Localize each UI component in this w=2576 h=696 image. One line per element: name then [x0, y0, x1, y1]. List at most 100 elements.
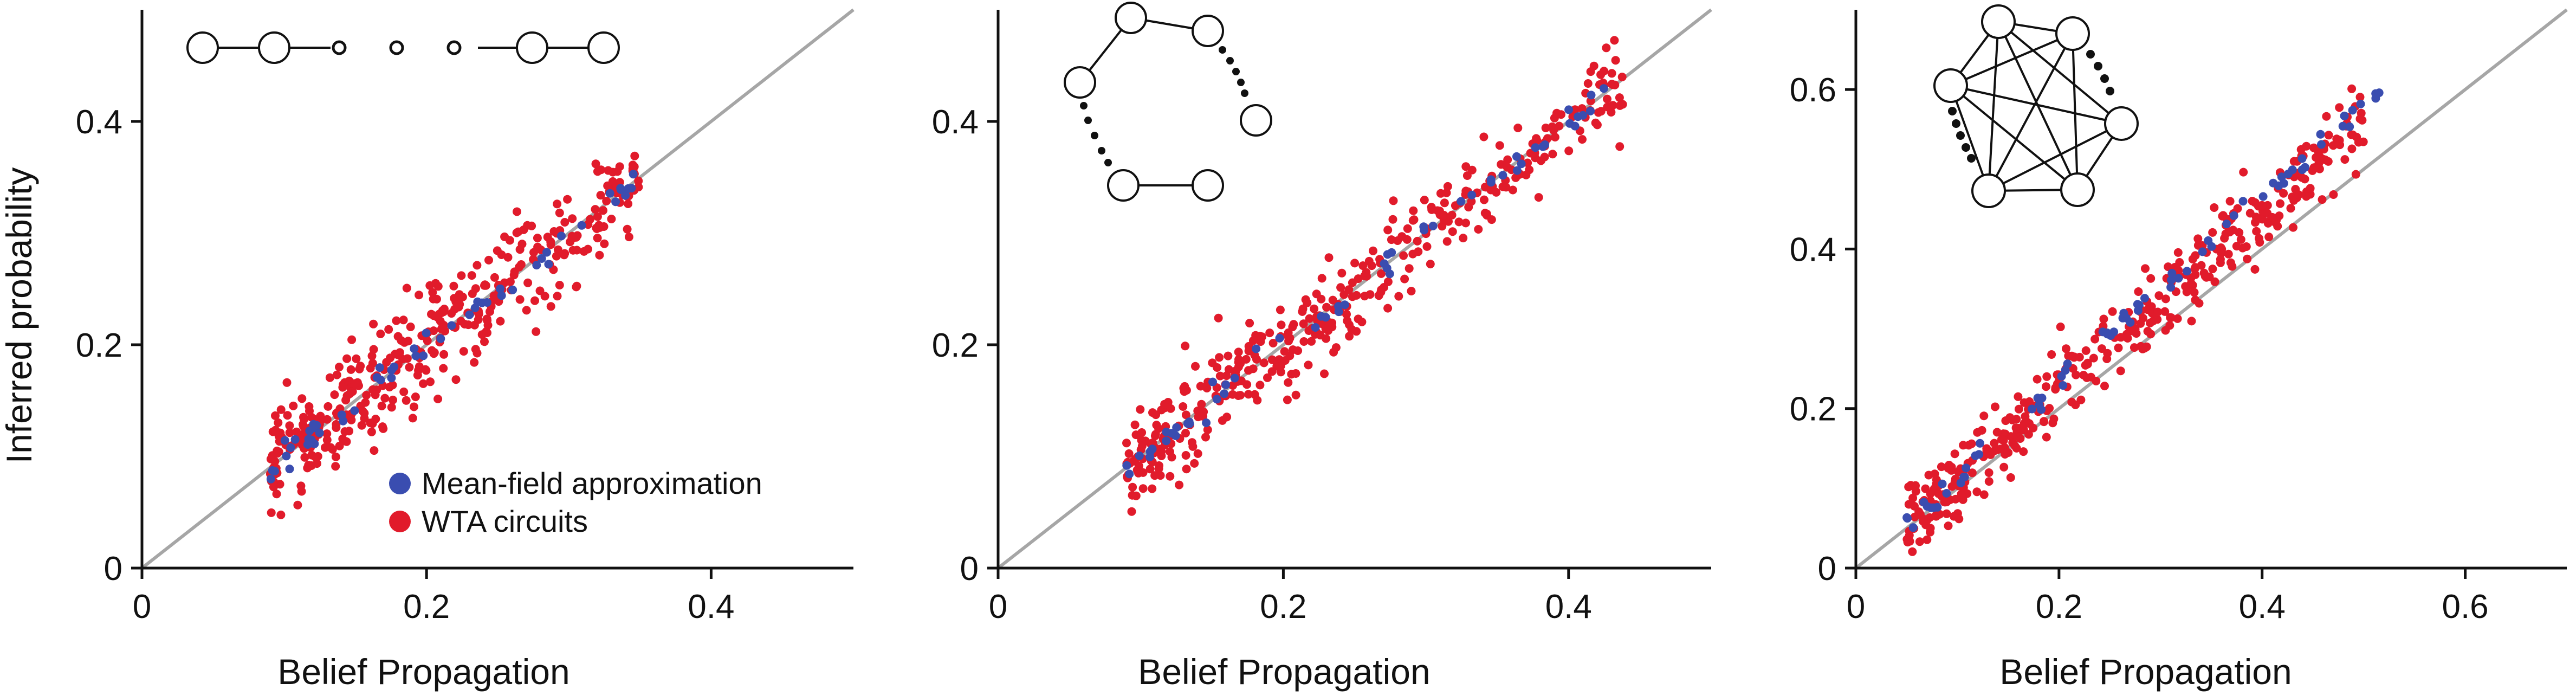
wta-point [313, 459, 321, 468]
wta-point [1393, 236, 1402, 245]
wta-point [2335, 103, 2344, 112]
wta-point [450, 294, 459, 303]
mean-field-point [1574, 112, 1583, 121]
mean-field-point [2140, 294, 2149, 303]
wta-point [1951, 494, 1960, 504]
wta-point [1267, 355, 1277, 364]
wta-point [2248, 197, 2257, 205]
wta-point [1583, 79, 1593, 88]
scatter-marks [997, 8, 1712, 570]
mean-field-point [1311, 323, 1320, 332]
wta-point [569, 233, 578, 242]
wta-point [1322, 302, 1331, 312]
wta-point [346, 365, 355, 374]
wta-point [340, 427, 349, 436]
wta-point [1352, 291, 1361, 300]
wta-point [1541, 124, 1550, 132]
mean-field-point [1382, 263, 1391, 273]
wta-point [1339, 290, 1349, 299]
wta-point [1438, 222, 1447, 231]
mean-field-point [1512, 166, 1522, 175]
wta-point [297, 394, 307, 403]
scatter-panel-complete: Belief Propagation 0 0.2 0.4 0.6 0 0.2 0.4 0.6 [1790, 4, 2568, 692]
wta-point [410, 402, 418, 411]
mean-field-point [285, 465, 294, 474]
wta-point [1208, 358, 1217, 368]
wta-point [1299, 337, 1309, 346]
wta-point [1918, 517, 1927, 526]
mean-field-point [1185, 417, 1194, 427]
wta-point [1128, 482, 1137, 492]
wta-point [1342, 310, 1351, 319]
ellipsis-dot [1241, 89, 1248, 97]
wta-point [457, 271, 466, 280]
graph-node [1240, 104, 1272, 137]
wta-point [406, 323, 415, 331]
wta-point [2076, 395, 2086, 404]
wta-point [2161, 294, 2170, 304]
wta-point [1228, 390, 1237, 399]
legend-label-wta: WTA circuits [422, 504, 588, 538]
wta-point [399, 387, 409, 396]
wta-point [540, 292, 549, 301]
wta-point [368, 419, 377, 428]
wta-point [1350, 259, 1360, 268]
wta-point [2097, 344, 2106, 353]
wta-point [2016, 434, 2025, 443]
graph-node [1107, 169, 1140, 202]
mean-field-point [2059, 381, 2068, 390]
wta-point [1179, 402, 1188, 411]
wta-point [600, 239, 609, 248]
mean-field-point [436, 334, 445, 343]
wta-point [493, 246, 502, 255]
wta-point [1944, 521, 1953, 531]
wta-point [1552, 108, 1561, 118]
wta-point [391, 350, 400, 359]
mean-field-point [629, 170, 638, 179]
wta-point [2232, 242, 2241, 251]
wta-point [2116, 366, 2125, 376]
mean-field-point [532, 261, 541, 270]
wta-point [331, 462, 340, 471]
wta-point [591, 205, 600, 214]
wta-point [300, 453, 309, 462]
mean-field-point [544, 260, 553, 269]
wta-point [427, 310, 436, 319]
graph-edge [2072, 33, 2079, 190]
wta-point [624, 233, 633, 242]
wta-point [387, 403, 396, 412]
wta-point [1222, 371, 1231, 381]
ellipsis-dot [2100, 74, 2109, 83]
wta-point [1498, 182, 1507, 191]
wta-point [483, 328, 491, 337]
graph-node [587, 31, 620, 64]
wta-point [285, 428, 294, 437]
graph-edge [1997, 21, 2122, 125]
mean-field-point [611, 197, 620, 207]
wta-point [1134, 468, 1143, 478]
wta-point [2210, 203, 2219, 212]
mean-field-point [2119, 308, 2128, 318]
identity-line [997, 8, 1712, 570]
wta-point [1203, 425, 1212, 434]
wta-point [2123, 334, 2132, 343]
wta-point [514, 227, 523, 236]
mean-field-point [496, 284, 505, 293]
wta-point [522, 306, 531, 315]
wta-point [509, 270, 519, 280]
wta-point [1454, 217, 1464, 227]
wta-point [1979, 411, 1989, 421]
wta-point [2193, 234, 2203, 243]
mean-field-point [1599, 84, 1608, 93]
wta-point [2324, 131, 2333, 140]
wta-point [402, 283, 411, 293]
mean-field-point [350, 406, 359, 415]
wta-point [2019, 447, 2028, 456]
ellipsis-dot [1084, 117, 1092, 124]
wta-point [296, 481, 306, 491]
mean-field-point [2222, 220, 2231, 229]
mean-field-point [537, 254, 546, 263]
wta-point [2190, 288, 2199, 297]
wta-point [515, 295, 525, 304]
